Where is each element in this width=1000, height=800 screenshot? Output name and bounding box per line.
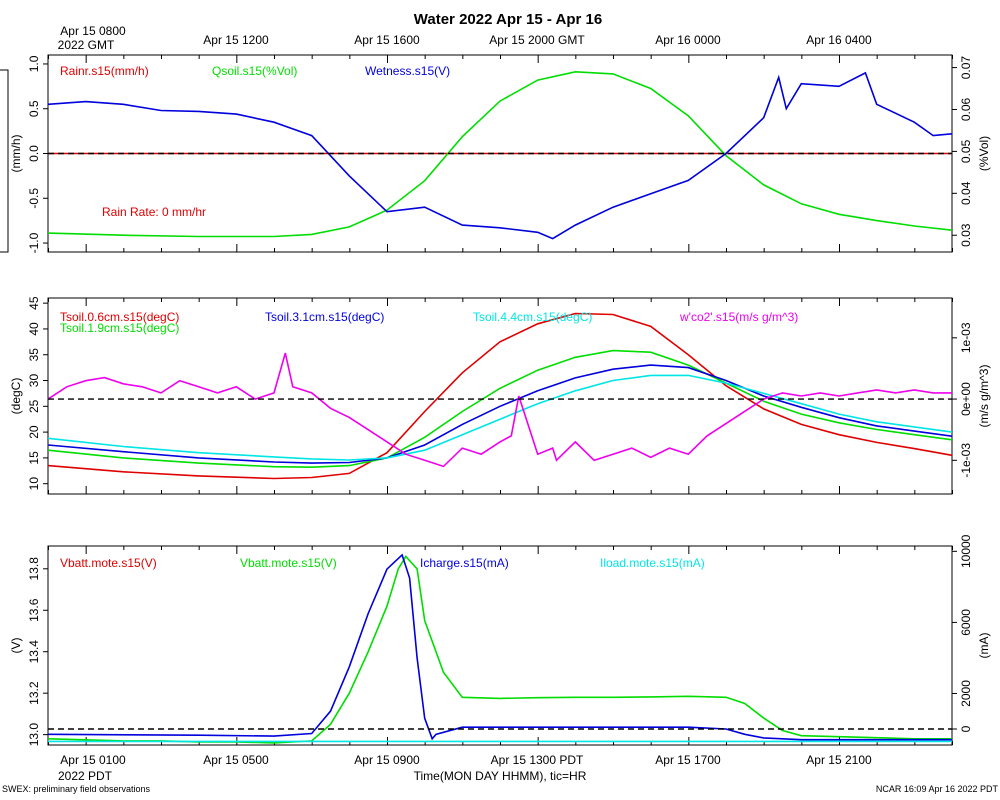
legend-entry: Rainr.s15(mm/h): [60, 64, 149, 78]
top-axis-label: Apr 15 1600: [354, 33, 420, 47]
legend-entry: Tsoil.0.6cm.s15(degC): [60, 310, 179, 324]
y-tick-label-right: 0.07: [959, 56, 973, 80]
series-line-magenta: [47, 352, 952, 468]
y-tick-label-left: -1.0: [27, 232, 41, 253]
y-tick-label-left: 13.4: [27, 640, 41, 664]
legend-entry: Wetness.s15(V): [365, 64, 450, 78]
bottom-axis-label: Apr 15 0500: [203, 753, 269, 767]
y-tick-label-left: 13.2: [27, 681, 41, 705]
top-axis-label: Apr 15 2000 GMT: [489, 33, 585, 47]
y-tick-label-right: 0: [959, 725, 973, 732]
y-tick-label-left: 13.6: [27, 598, 41, 622]
y-tick-label-left: 35: [27, 348, 41, 362]
left-edge-frame: [0, 69, 9, 253]
top-axis-first-label-line1: Apr 15 0800: [60, 24, 126, 38]
series-line-blue: [47, 364, 953, 464]
footer-right: NCAR 16:09 Apr 16 2022 PDT: [876, 784, 999, 794]
y-tick-label-right: 10000: [959, 534, 973, 568]
y-tick-label-left: 13.0: [27, 723, 41, 747]
y-tick-label-right: 0.06: [959, 97, 973, 121]
legend-entry: Tsoil.3.1cm.s15(degC): [265, 310, 384, 324]
legend-entry: Icharge.s15(mA): [420, 556, 509, 570]
y-tick-label-left: 0.0: [27, 145, 41, 162]
series-line-cyan: [47, 374, 953, 461]
panel-1: -1.0 -0.5 0.0 0.5 1.0 0.03 0.04 0.05 0.06 0.07 (mm…: [9, 54, 991, 253]
plot-frame: [47, 545, 953, 746]
series-line-red: [47, 312, 953, 480]
y-tick-label-left: 45: [27, 296, 41, 310]
panel-2: 10 15 20 25 30 35 40 45 -1e-03 0e+00 1e-03 (degC) (m…: [9, 296, 991, 495]
series-line-blue: [47, 553, 952, 741]
y-tick-label-left: 15: [27, 451, 41, 465]
y-tick-label-right: 0.03: [959, 223, 973, 247]
top-axis-label: Apr 16 0400: [806, 33, 872, 47]
top-axis-label: Apr 16 0000: [655, 33, 721, 47]
y-tick-label-right: -1e-03: [959, 443, 973, 478]
bottom-axis-label: Apr 15 0100: [60, 753, 126, 767]
y-tick-label-left: 0.5: [27, 100, 41, 117]
legend-entry: Iload.mote.s15(mA): [600, 556, 705, 570]
y-tick-label-left: 20: [27, 425, 41, 439]
legend-entry: Vbatt.mote.s15(V): [240, 556, 337, 570]
y-tick-label-right: 0e+00: [959, 382, 973, 416]
top-axis-first-label-line2: 2022 GMT: [58, 38, 115, 52]
y-tick-label-right: 0.05: [959, 139, 973, 163]
y-tick-label-left: 30: [27, 374, 41, 388]
top-axis-label: Apr 15 1200: [203, 33, 269, 47]
bottom-axis-label: Apr 15 1300 PDT: [491, 753, 584, 767]
y-tick-label-right: 0.04: [959, 181, 973, 205]
y-axis-title-left: (mm/h): [9, 135, 23, 173]
bottom-axis-label: Apr 15 0900: [354, 753, 420, 767]
y-tick-label-left: 25: [27, 399, 41, 413]
chart-title: Water 2022 Apr 15 - Apr 16: [414, 11, 602, 28]
y-axis-title-right: (%Vol): [977, 136, 991, 171]
bottom-axis-year-label: 2022 PDT: [58, 769, 113, 783]
y-tick-label-right: 6000: [959, 609, 973, 636]
legend-entry: w'co2'.s15(m/s g/m^3): [679, 310, 798, 324]
bottom-axis-label: Apr 15 2100: [806, 753, 872, 767]
series-line-blue: [47, 71, 953, 240]
bottom-axis-label: Apr 15 1700: [655, 753, 721, 767]
plots-group: -1.0 -0.5 0.0 0.5 1.0 0.03 0.04 0.05 0.06 0.07 (mm…: [9, 54, 991, 746]
y-tick-label-left: 10: [27, 477, 41, 491]
legend-entry: Tsoil.4.4cm.s15(degC): [473, 310, 592, 324]
footer-left: SWEX: preliminary field observations: [2, 784, 151, 794]
y-tick-label-left: 40: [27, 322, 41, 336]
legend-entry: Vbatt.mote.s15(V): [60, 556, 157, 570]
y-axis-title-left: (V): [9, 638, 23, 654]
panel-3: 13.0 13.2 13.4 13.6 13.8 0 2000 6000 10000 (V) (mA…: [9, 534, 991, 746]
legend-entry: Tsoil.1.9cm.s15(degC): [60, 321, 179, 335]
y-axis-title-left: (degC): [9, 378, 23, 415]
y-tick-label-left: 13.8: [27, 557, 41, 581]
x-axis-title: Time(MON DAY HHMM), tic=HR: [414, 769, 587, 783]
y-tick-label-right: 1e-03: [959, 322, 973, 353]
y-tick-label-left: 1.0: [27, 55, 41, 72]
plot-frame: [47, 297, 953, 495]
series-line-green: [47, 555, 952, 744]
series-line-green: [47, 349, 953, 469]
legend-entry: Qsoil.s15(%Vol): [212, 64, 297, 78]
y-tick-label-left: -0.5: [27, 188, 41, 209]
y-axis-title-right: (m/s g/m^3): [977, 365, 991, 428]
y-tick-label-right: 2000: [959, 680, 973, 707]
y-axis-title-right: (mA): [977, 633, 991, 659]
rain-rate-annotation: Rain Rate: 0 mm/hr: [102, 205, 206, 219]
series-line-green: [47, 70, 953, 238]
